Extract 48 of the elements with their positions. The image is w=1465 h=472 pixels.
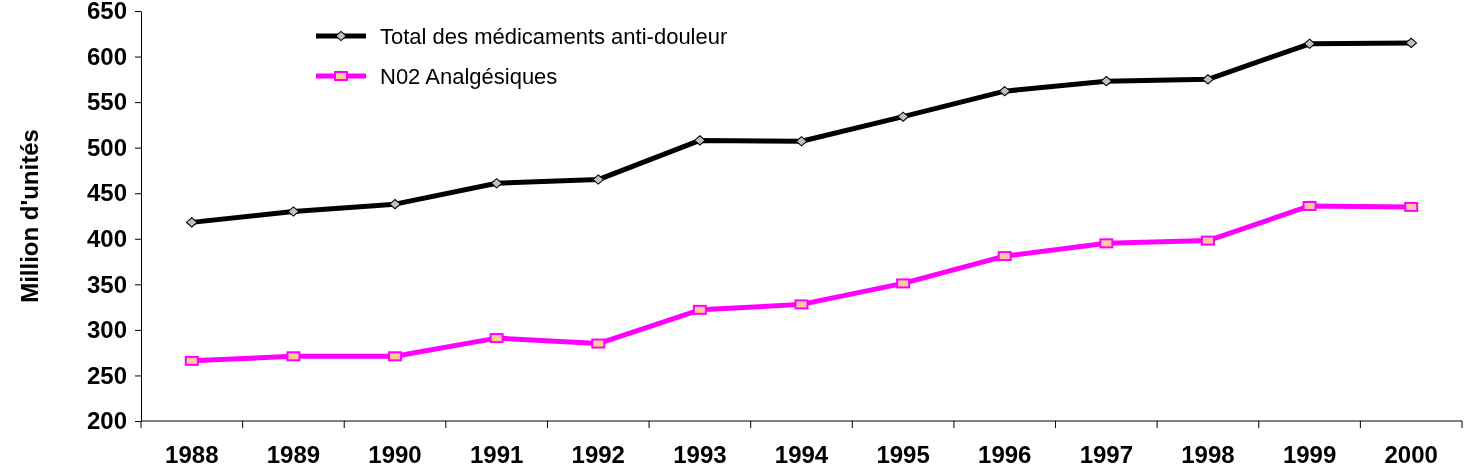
point	[795, 136, 808, 147]
point	[592, 174, 605, 185]
point	[997, 251, 1012, 262]
point	[1099, 238, 1114, 249]
y-tick-label: 300	[86, 316, 127, 344]
x-tick-label: 1989	[266, 441, 321, 468]
y-axis-title: Million d'unités	[16, 129, 43, 303]
point	[692, 304, 707, 315]
y-tick-label: 600	[86, 42, 127, 70]
legend-label: N02 Analgésiques	[380, 64, 558, 89]
point	[1405, 37, 1418, 48]
point	[184, 355, 199, 366]
point	[286, 351, 301, 362]
y-tick-label: 650	[86, 0, 127, 25]
x-tick-label: 1996	[978, 441, 1032, 468]
y-tick-label: 400	[86, 224, 127, 252]
y-tick-label: 450	[86, 179, 127, 207]
point	[1202, 74, 1214, 85]
point	[694, 135, 706, 146]
x-tick-label: 1992	[571, 441, 625, 468]
y-tick-label: 550	[86, 88, 127, 116]
legend-label: Total des médicaments anti-douleur	[380, 24, 728, 49]
point	[1200, 235, 1215, 246]
point	[794, 299, 809, 310]
point	[1302, 200, 1317, 211]
point	[896, 278, 911, 289]
y-tick-label: 250	[86, 361, 127, 389]
x-tick-label: 1993	[673, 441, 727, 468]
point	[185, 217, 198, 228]
x-tick-label: 1991	[469, 441, 524, 468]
y-tick-label: 200	[86, 407, 127, 435]
point	[897, 111, 909, 122]
point	[1303, 38, 1316, 49]
point	[489, 333, 504, 344]
y-tick-label: 500	[86, 133, 127, 161]
x-tick-label: 2000	[1384, 441, 1438, 468]
point	[591, 338, 606, 349]
x-tick-label: 1995	[876, 441, 930, 468]
x-tick-label: 1988	[165, 441, 219, 468]
x-tick-label: 1998	[1181, 441, 1235, 468]
x-tick-label: 1999	[1282, 441, 1337, 468]
point	[1404, 201, 1419, 212]
x-tick-label: 1997	[1079, 441, 1134, 468]
y-tick-label: 350	[86, 270, 127, 298]
x-tick-label: 1990	[368, 441, 422, 468]
point	[389, 199, 401, 210]
point	[388, 351, 403, 362]
x-tick-label: 1994	[774, 441, 829, 468]
